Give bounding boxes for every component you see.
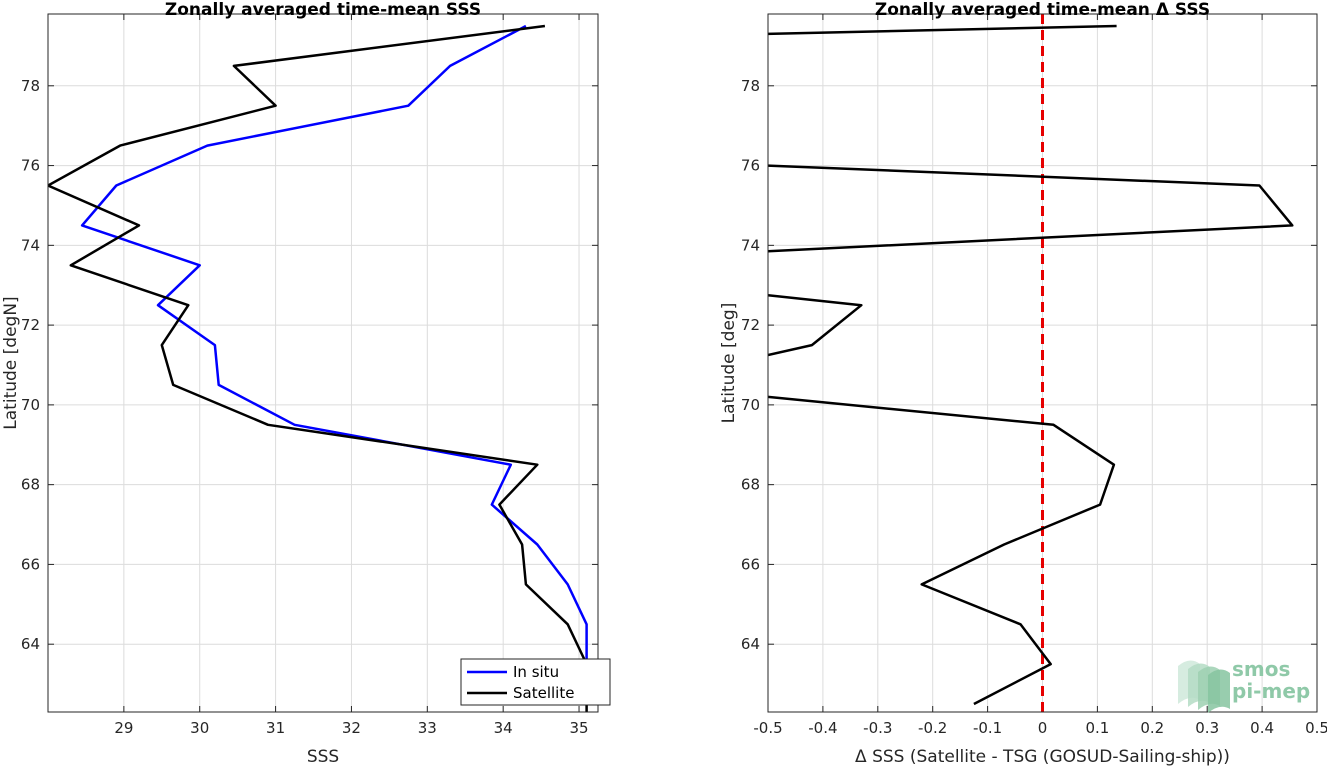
p0-y-tick-label: 78 (21, 77, 40, 95)
p1-y-tick-label: 68 (741, 476, 760, 494)
p1-x-tick-label: 0.2 (1140, 719, 1164, 737)
p1-y-tick-label: 64 (741, 635, 760, 653)
p1-x-tick-label: 0.4 (1250, 719, 1274, 737)
p1-y-tick-label: 72 (741, 316, 760, 334)
p1-axes-frame (767, 13, 1318, 713)
p1-x-tick-label: 0.1 (1085, 719, 1109, 737)
p0-y-axis-label: Latitude [degN] (1, 296, 21, 429)
p1-series-line-0 (768, 293, 863, 357)
p0-x-tick-label: 33 (418, 719, 437, 737)
p0-y-tick-label: 68 (21, 476, 40, 494)
p0-x-tick-label: 31 (266, 719, 285, 737)
delta-sss-panel: -0.5 -0.4 -0.3 -0.2 -0.1 0 0.1 0.2 0.3 0.4 0.5 64 66… (719, 0, 1327, 766)
p0-data-group (48, 24, 598, 712)
p1-y-tick-label: 70 (741, 396, 760, 414)
p1-y-tick-label: 74 (741, 236, 760, 254)
p1-x-axis-label: Δ SSS (Satellite - TSG (GOSUD-Sailing-sh… (855, 747, 1230, 766)
p1-y-tick-label: 66 (741, 555, 760, 573)
p0-y-tick-label: 66 (21, 555, 40, 573)
p1-x-tick-label: -0.5 (753, 719, 782, 737)
legend-box (460, 658, 611, 706)
p1-x-tick-label: -0.2 (918, 719, 947, 737)
p1-x-tick-label: -0.3 (863, 719, 892, 737)
legend-entry: In situ (513, 663, 559, 681)
p1-chart-title: Zonally averaged time-mean Δ SSS (875, 0, 1210, 20)
p1-x-tick-label: -0.4 (808, 719, 837, 737)
p0-x-tick-label: 29 (114, 719, 133, 737)
p0-x-tick-label: 34 (494, 719, 513, 737)
logo-line2: pi-mep (1232, 679, 1310, 703)
p1-y-tick-label: 78 (741, 77, 760, 95)
p0-y-tick-label: 74 (21, 236, 40, 254)
logo-wave-shape (1208, 669, 1230, 713)
p1-series-line-0 (768, 164, 1294, 253)
p0-x-tick-label: 30 (190, 719, 209, 737)
sss-panel: 29 30 31 32 33 34 35 64 66 68 70 72 74 76 78 Zonally av… (1, 0, 611, 766)
p0-x-tick-label: 35 (569, 719, 588, 737)
p0-series-line-satellite (48, 24, 588, 712)
p1-x-tick-label: 0.3 (1195, 719, 1219, 737)
p0-axes-frame (47, 13, 599, 713)
p0-y-tick-label: 64 (21, 635, 40, 653)
p1-x-tick-label: 0.5 (1305, 719, 1327, 737)
p0-chart-title: Zonally averaged time-mean SSS (165, 0, 481, 20)
p1-x-tick-label: -0.1 (973, 719, 1002, 737)
p0-y-tick-label: 70 (21, 396, 40, 414)
p1-y-tick-label: 76 (741, 157, 760, 175)
legend-entry: Satellite (513, 684, 574, 702)
p1-series-line-0 (768, 24, 1117, 36)
p1-series-line-0 (768, 395, 1116, 706)
p0-series-line-in-situ (80, 24, 598, 705)
p1-data-group (768, 24, 1294, 706)
p0-x-axis-label: SSS (307, 747, 339, 766)
p0-x-tick-label: 32 (342, 719, 361, 737)
p0-y-tick-label: 72 (21, 316, 40, 334)
p1-y-axis-label: Latitude [deg] (719, 303, 739, 424)
p0-y-tick-label: 76 (21, 157, 40, 175)
p1-x-tick-label: 0 (1038, 719, 1048, 737)
logo-line1: smos (1232, 657, 1290, 681)
